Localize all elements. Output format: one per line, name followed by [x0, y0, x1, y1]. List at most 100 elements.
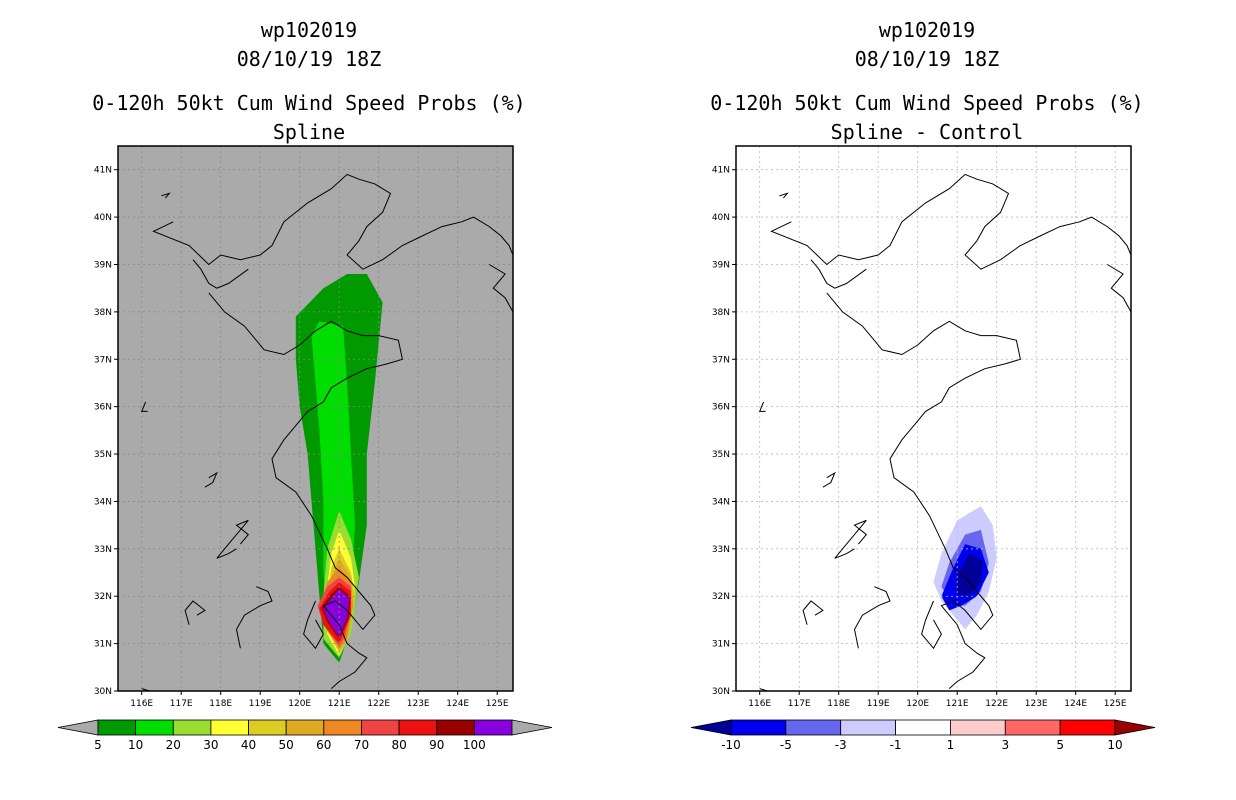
- y-tick-label: 33N: [712, 545, 730, 555]
- colorbar-label: 5: [94, 738, 102, 752]
- coastline: [473, 216, 513, 256]
- y-tick-label: 38N: [94, 308, 112, 318]
- coastline: [141, 688, 150, 691]
- x-tick-label: 123E: [407, 699, 430, 709]
- x-tick-label: 118E: [209, 699, 232, 709]
- colorbar-label: 70: [354, 738, 369, 752]
- colorbar-swatch: [361, 719, 400, 736]
- colorbar-label: 3: [1001, 738, 1009, 752]
- coastline: [140, 401, 148, 412]
- contour-fill-10: [311, 321, 355, 644]
- colorbar-swatch: [172, 719, 212, 736]
- panel-subtitle: Spline - Control: [830, 120, 1024, 144]
- x-tick-label: 122E: [367, 699, 390, 709]
- y-tick-label: 37N: [94, 355, 112, 365]
- y-tick-label: 35N: [712, 450, 730, 460]
- coastline: [216, 519, 250, 559]
- gridlines: [118, 146, 513, 692]
- x-tick-label: 117E: [788, 699, 811, 709]
- colorbar-end-low: [690, 719, 732, 736]
- colorbar-swatch: [210, 719, 249, 736]
- y-tick-label: 41N: [712, 166, 730, 176]
- coastline: [810, 259, 867, 289]
- y-tick-label: 40N: [94, 213, 112, 223]
- colorbar-swatch: [1059, 719, 1116, 736]
- coastline: [192, 259, 249, 289]
- colorbar-label: 5: [1056, 738, 1064, 752]
- contour-fill-minus-10: [957, 553, 983, 597]
- coastline: [152, 173, 474, 270]
- colorbar-label: 30: [203, 738, 218, 752]
- colorbar-label: 50: [279, 738, 294, 752]
- contour-fill-90: [321, 586, 351, 639]
- panel-spline-minus-control: wp102019 08/10/19 18Z 0-120h 50kt Cum Wi…: [618, 0, 1236, 800]
- contour-fill-minus-3: [941, 529, 989, 606]
- colorbar-swatch: [895, 719, 951, 736]
- x-tick-label: 119E: [249, 699, 272, 709]
- map-background: [118, 146, 513, 691]
- x-tick-label: 125E: [1104, 699, 1127, 709]
- colorbar-swatch: [840, 719, 896, 736]
- y-tick-label: 32N: [94, 592, 112, 602]
- x-tick-label: 120E: [288, 699, 311, 709]
- y-tick-label: 30N: [712, 687, 730, 697]
- y-tick-label: 35N: [94, 450, 112, 460]
- map-background: [736, 146, 1131, 691]
- colorbar-swatch: [248, 719, 287, 736]
- x-tick-label: 119E: [867, 699, 890, 709]
- colorbar-swatch: [285, 719, 325, 736]
- y-tick-label: 41N: [94, 166, 112, 176]
- x-tick-label: 124E: [1064, 699, 1087, 709]
- contour-fill-80: [319, 582, 351, 644]
- colorbar-swatch: [950, 719, 1006, 736]
- colorbar-label: 20: [166, 738, 181, 752]
- colorbar-swatch: [97, 719, 137, 736]
- coastline: [822, 471, 836, 488]
- y-tick-label: 33N: [94, 545, 112, 555]
- colorbar-end-high: [1114, 719, 1156, 736]
- colorbar-label: 40: [241, 738, 256, 752]
- colorbar-label: 80: [391, 738, 406, 752]
- x-tick-label: 118E: [827, 699, 850, 709]
- coastline: [208, 292, 403, 689]
- colorbar-swatch: [135, 719, 174, 736]
- contour-fill-100: [323, 589, 350, 637]
- storm-id: wp102019: [878, 18, 976, 42]
- contour-fill-30: [327, 529, 355, 656]
- colorbar-label: 90: [429, 738, 444, 752]
- storm-id: wp102019: [260, 18, 358, 42]
- colorbar-swatch: [785, 719, 842, 736]
- product-title: 0-120h 50kt Cum Wind Speed Probs (%): [710, 91, 1144, 115]
- coastline: [303, 600, 324, 650]
- colorbar-label: -10: [721, 738, 741, 752]
- x-tick-label: 122E: [985, 699, 1008, 709]
- x-tick-label: 123E: [1025, 699, 1048, 709]
- contour-fill-40: [327, 548, 355, 654]
- map-frame: [117, 145, 514, 692]
- colorbar-end-low: [57, 719, 99, 736]
- y-tick-label: 34N: [94, 497, 112, 507]
- colorbar-swatch: [473, 719, 513, 736]
- coastline: [161, 192, 171, 199]
- x-tick-label: 121E: [946, 699, 969, 709]
- y-tick-label: 34N: [712, 497, 730, 507]
- y-tick-label: 38N: [712, 308, 730, 318]
- y-tick-label: 37N: [712, 355, 730, 365]
- x-tick-label: 124E: [446, 699, 469, 709]
- x-tick-label: 116E: [748, 699, 771, 709]
- colorbar-label: 10: [1107, 738, 1122, 752]
- panel-subtitle: Spline: [272, 120, 346, 144]
- colorbar: -10 -5 -3 -1 1 3 5 10: [690, 719, 1156, 752]
- y-tick-label: 36N: [712, 403, 730, 413]
- contour-fill-minus-5: [941, 544, 989, 611]
- contour-layer: [295, 274, 383, 663]
- y-tick-label: 40N: [712, 213, 730, 223]
- coastline: [759, 688, 768, 691]
- contour-layer: [933, 506, 997, 630]
- x-tick-label: 125E: [486, 699, 509, 709]
- coastline: [826, 292, 1021, 689]
- colorbar-label: 60: [316, 738, 331, 752]
- colorbar-label: 10: [128, 738, 143, 752]
- colorbar-swatch: [323, 719, 362, 736]
- coastline-layer: [140, 173, 513, 691]
